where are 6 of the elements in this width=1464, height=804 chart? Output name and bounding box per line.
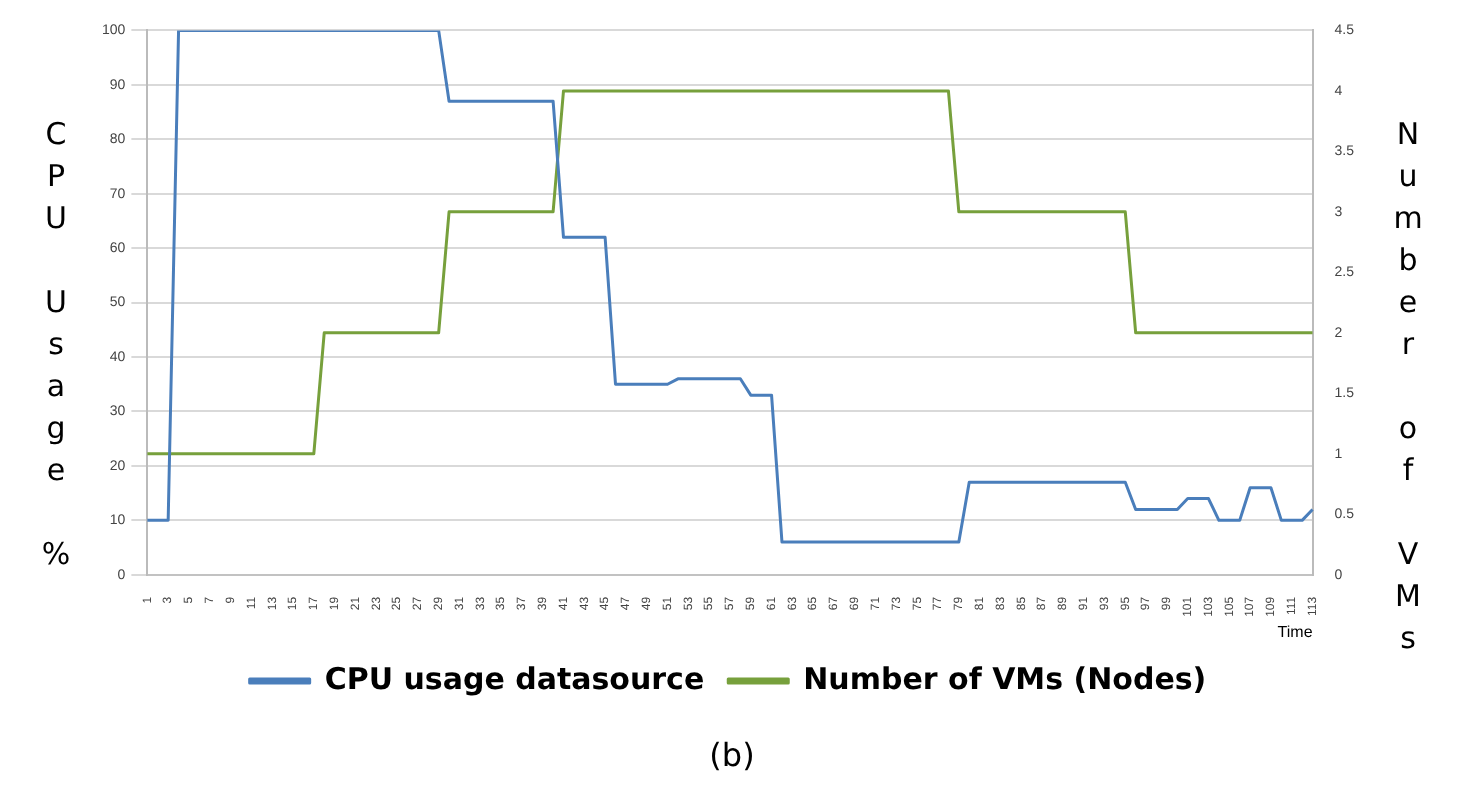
y-axis-title: CPU Usage % — [38, 116, 74, 578]
y2-axis-title: Number of VMs — [1390, 116, 1426, 662]
text: (b) — [707, 736, 757, 774]
legend-label: Number of VMs (Nodes) — [803, 660, 1207, 697]
x-axis-title: Time — [1277, 622, 1314, 641]
legend-label: CPU usage datasource — [324, 660, 705, 697]
